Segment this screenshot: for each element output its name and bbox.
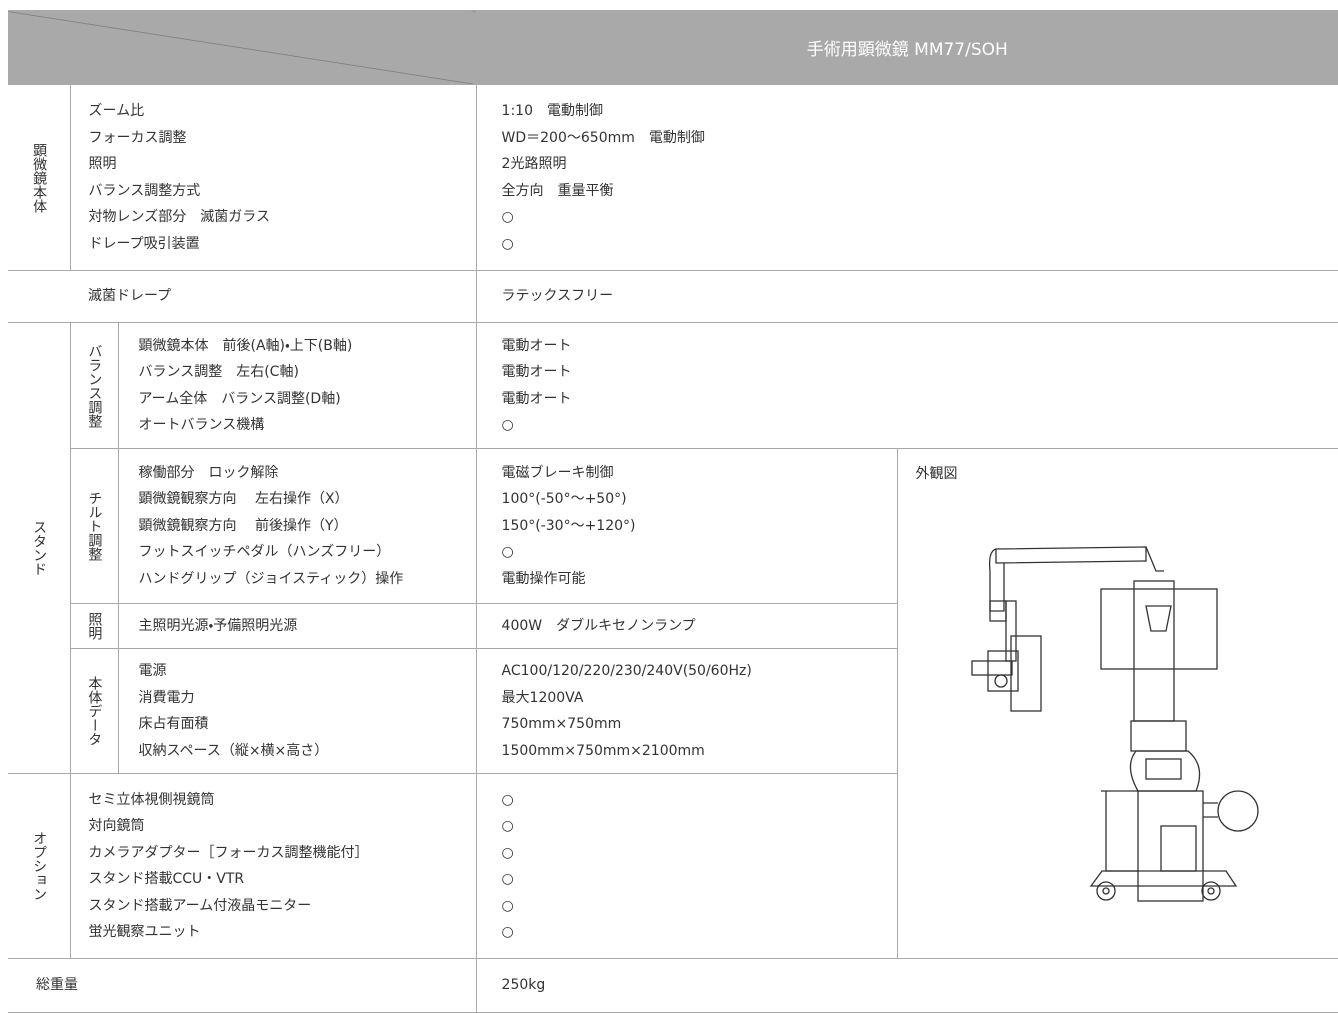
items-cell: 主照明光源・予備照明光源 [117,603,477,649]
items-cell: セミ立体視側視鏡筒 対向鏡筒カメラアダプター［フォーカス調整機能付］ スタンド搭載C… [69,773,477,959]
line: ドレープ吸引装置 [88,235,200,252]
line: ○ [501,209,514,225]
line: 蛍光観察ユニット [88,924,201,940]
values-cell: 400W ダブルキセノンランプ [475,603,898,649]
spec-table: 手術用顕微鏡 MM77/SOH 顕微鏡本体 ズーム比 フォーカス調整 照明 バランス調… [8,10,1338,1013]
line: 電動オート [501,390,572,407]
line: 電源 [138,663,167,679]
group-cell: 本体データ [70,648,119,774]
group-cell: バランス調整 [69,322,119,449]
values-cell: 1:10 電動制御 WD＝200～650mm 電動制御 2光路照明全方向 重量平衡 ○… [475,84,1338,271]
items-cell: 滅菌ドレープ [8,270,477,323]
line: バランス調整方式 [88,182,201,199]
line: スタンド搭載CCU・VTR [88,871,245,887]
line: 床占有面積 [138,716,209,732]
items-cell: ズーム比フォーカス調整 照明バランス調整方式対物レンズ部分 滅菌ガラス ドレープ吸引… [69,84,477,271]
line: ズーム比 [88,103,145,119]
line: アーム全体 バランス調整(D軸) [138,390,341,407]
values-cell: AC100/120/220/230/240V(50/60Hz) 最大1200VA 7… [475,648,898,774]
group-label: チルト調整 [86,491,103,561]
line: ○ [501,844,514,861]
line: 150°(-30°～+120°) [501,517,636,534]
section-label: オプション [31,831,48,901]
section-label: 顕微鏡本体 [31,142,48,213]
line: スタンド搭載アーム付液晶モニター [88,897,312,914]
microscope-drawing [970,546,1259,902]
line: フォーカス調整 [88,129,187,146]
line: 750mm×750mm [501,716,622,732]
section-cell: 顕微鏡本体 [8,84,71,271]
line: 顕微鏡本体 前後(A軸)・上下(B軸) [138,337,353,354]
figure-label: 外観図 [915,466,958,482]
items-cell: 稼働部分 ロック解除顕微鏡観察方向 左右操作（X） 顕微鏡観察方向 前後操作（Y）… [117,448,477,604]
line: WD＝200～650mm 電動制御 [501,129,705,146]
group-label: 本体データ [86,676,103,746]
line: 1500mm×750mm×2100mm [501,742,705,759]
line: セミ立体視側視鏡筒 [88,791,215,808]
line: 最大1200VA [501,689,584,706]
line: 2光路照明 [501,156,567,172]
value: ラテックスフリー [501,288,614,305]
group-cell: チルト調整 [70,448,119,604]
items-cell: 総重量 [8,958,477,1013]
line: ○ [501,544,514,561]
line: ○ [501,791,514,808]
line: 400W ダブルキセノンランプ [501,617,696,634]
section-cell: スタンド [8,322,71,774]
group-label: 照明 [86,612,103,640]
line: オートバランス機構 [138,417,265,433]
corner-cell [8,10,477,85]
items-cell: 顕微鏡本体 前後(A軸)・上下(B軸) バランス調整 左右(C軸) アーム全体 バラ… [117,322,477,449]
line: ○ [501,417,514,433]
line: 100°(-50°～+50°) [501,491,627,508]
values-cell: ○ ○ ○ ○ ○ ○ [475,773,898,959]
line: ハンドグリップ（ジョイスティック）操作 [138,570,404,587]
line: 収納スペース（縦×横×高さ） [138,742,329,759]
line: ○ [501,924,514,940]
line: 顕微鏡観察方向 左右操作（X） [138,491,349,508]
group-cell: 照明 [70,603,119,649]
figure-cell: 外観図 [896,448,1338,959]
line: 対物レンズ部分 滅菌ガラス [88,209,270,225]
line: 消費電力 [138,689,195,706]
values-cell: 250kg [475,958,1338,1013]
line: ○ [501,897,514,914]
line: 稼働部分 ロック解除 [138,464,279,481]
line: 主照明光源・予備照明光源 [138,617,298,634]
values-cell: ラテックスフリー [475,270,1338,323]
values-cell: 電磁ブレーキ制御 100°(-50°～+50°) 150°(-30°～+120°) ○… [475,448,898,604]
values-cell: 電動オート 電動オート 電動オート ○ [475,322,1338,449]
line: 顕微鏡観察方向 前後操作（Y） [138,517,348,534]
item: 総重量 [36,977,78,994]
line: 電動オート [501,364,572,380]
line: ○ [501,818,514,834]
line: 電動オート [501,337,572,354]
line: 対向鏡筒 [88,818,145,834]
line: 電動操作可能 [501,570,586,587]
line: ○ [501,235,514,252]
section-label: スタンド [31,520,48,576]
line: フットスイッチペダル（ハンズフリー） [138,544,391,561]
line: 全方向 重量平衡 [501,182,614,199]
section-cell: オプション [8,773,71,959]
items-cell: 電源消費電力床占有面積収納スペース（縦×横×高さ） [117,648,477,774]
line: 1:10 電動制御 [501,103,603,119]
line: バランス調整 左右(C軸) [138,364,299,380]
item: 滅菌ドレープ [88,288,172,305]
line: カメラアダプター［フォーカス調整機能付］ [88,844,369,861]
line: 電磁ブレーキ制御 [501,464,614,481]
header-title: 手術用顕微鏡 MM77/SOH [475,10,1338,85]
line: AC100/120/220/230/240V(50/60Hz) [501,663,752,679]
line: ○ [501,871,514,887]
group-label: バランス調整 [86,343,103,428]
line: 照明 [88,156,117,172]
value: 250kg [501,977,546,994]
